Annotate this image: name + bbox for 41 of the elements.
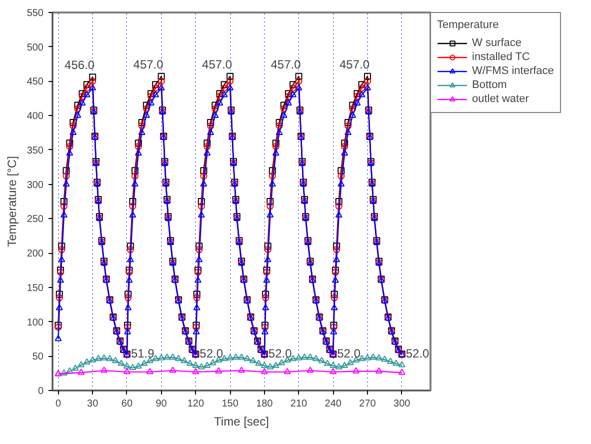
annotation: 51.9 bbox=[130, 346, 155, 360]
x-tick-label: 270 bbox=[359, 398, 376, 410]
y-tick-label: 100 bbox=[26, 317, 44, 328]
x-axis-title: Time [sec] bbox=[214, 414, 269, 428]
y-tick-label: 400 bbox=[26, 111, 44, 122]
x-tick-label: 180 bbox=[256, 398, 274, 410]
x-tick-label: 60 bbox=[121, 398, 133, 410]
annotation: 457.0 bbox=[339, 57, 370, 72]
legend-label: outlet water bbox=[472, 92, 529, 106]
annotation: 457.0 bbox=[133, 57, 164, 72]
legend-label: W/FMS interface bbox=[472, 64, 554, 78]
y-tick-label: 350 bbox=[26, 145, 44, 156]
x-tick-label: 90 bbox=[156, 398, 168, 410]
x-tick-label: 240 bbox=[324, 398, 342, 410]
y-axis-title: Temperature [°C] bbox=[4, 156, 19, 247]
y-tick-label: 200 bbox=[26, 248, 44, 260]
legend-label: installed TC bbox=[472, 50, 530, 64]
x-tick-label: 120 bbox=[187, 398, 204, 410]
annotation: 457.0 bbox=[270, 57, 302, 72]
annotation: 52.0 bbox=[268, 346, 292, 360]
annotation: 457.0 bbox=[202, 57, 232, 72]
x-tick-label: 0 bbox=[55, 398, 62, 410]
annotation: 456.0 bbox=[64, 58, 95, 72]
x-tick-label: 210 bbox=[290, 398, 308, 410]
y-tick-label: 50 bbox=[32, 352, 44, 363]
y-tick-label: 450 bbox=[26, 76, 44, 88]
y-tick-label: 250 bbox=[26, 214, 44, 226]
x-tick-label: 300 bbox=[394, 398, 411, 410]
legend-label: Bottom bbox=[472, 78, 507, 92]
y-tick-label: 500 bbox=[26, 42, 44, 54]
annotation: 52.0 bbox=[406, 346, 430, 360]
y-tick-label: 150 bbox=[26, 282, 44, 294]
annotation: 52.0 bbox=[337, 346, 361, 360]
y-tick-label: 0 bbox=[38, 386, 44, 397]
legend-label: W surface bbox=[472, 36, 522, 50]
x-tick-label: 30 bbox=[87, 398, 99, 410]
annotation: 52.0 bbox=[200, 346, 224, 360]
legend-title: Temperature bbox=[437, 19, 500, 31]
y-tick-label: 300 bbox=[26, 180, 44, 191]
x-tick-label: 150 bbox=[222, 398, 239, 410]
y-tick-label: 550 bbox=[26, 8, 44, 19]
